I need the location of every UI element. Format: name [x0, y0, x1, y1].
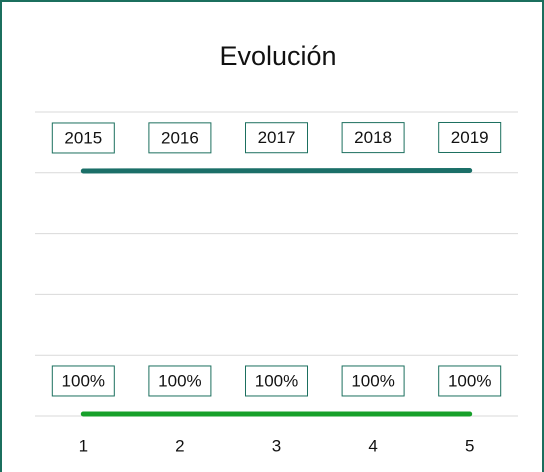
data-label-box: [341, 365, 405, 397]
data-label-box: [245, 122, 308, 154]
data-label-box: [341, 122, 405, 154]
data-label-box: [148, 122, 212, 154]
data-label: 100%: [255, 371, 298, 390]
x-tick-label: 2: [175, 436, 184, 455]
data-label-box: [51, 122, 115, 154]
x-tick-label: 1: [79, 436, 88, 455]
data-label: 100%: [351, 371, 394, 390]
data-label-box: [438, 365, 502, 397]
data-label-box: [148, 365, 212, 397]
chart-title: Evolución: [219, 41, 336, 71]
data-label: 2017: [258, 128, 296, 147]
data-label: 100%: [158, 371, 201, 390]
x-tick-label: 4: [368, 436, 377, 455]
data-label-box: [245, 365, 308, 397]
x-tick-label: 3: [272, 436, 281, 455]
data-label: 100%: [448, 371, 491, 390]
data-label: 2018: [354, 128, 392, 147]
data-label: 2019: [451, 128, 489, 147]
data-label-box: [51, 365, 115, 397]
x-tick-label: 5: [465, 436, 474, 455]
data-label: 100%: [62, 371, 105, 390]
data-label: 2016: [161, 128, 199, 147]
data-label: 2015: [64, 128, 102, 147]
data-label-box: [438, 121, 502, 153]
